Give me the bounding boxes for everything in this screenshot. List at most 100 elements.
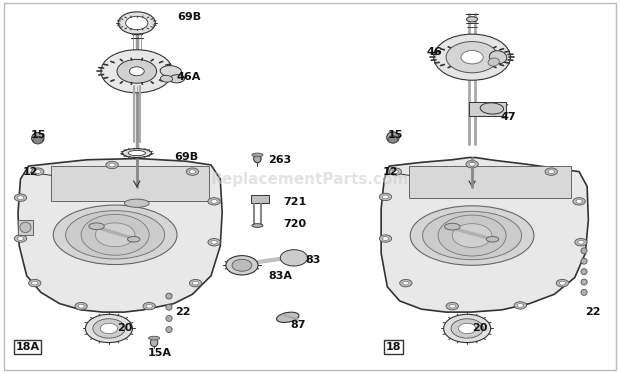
Bar xyxy=(18,220,33,235)
Circle shape xyxy=(35,170,41,173)
Ellipse shape xyxy=(488,58,499,66)
Circle shape xyxy=(118,12,156,34)
Ellipse shape xyxy=(32,133,44,144)
Circle shape xyxy=(578,240,584,244)
Circle shape xyxy=(29,279,41,287)
Ellipse shape xyxy=(410,206,534,265)
Ellipse shape xyxy=(166,327,172,333)
Circle shape xyxy=(78,304,84,308)
Text: 46: 46 xyxy=(427,47,442,57)
Ellipse shape xyxy=(581,279,587,285)
Ellipse shape xyxy=(161,75,172,82)
Bar xyxy=(381,160,595,354)
Ellipse shape xyxy=(581,258,587,264)
Ellipse shape xyxy=(480,103,503,114)
Circle shape xyxy=(458,323,476,334)
Bar xyxy=(251,195,268,203)
Circle shape xyxy=(446,41,498,73)
Circle shape xyxy=(14,194,27,201)
Circle shape xyxy=(86,314,133,342)
Circle shape xyxy=(280,250,308,266)
Circle shape xyxy=(517,304,523,307)
Circle shape xyxy=(575,238,587,246)
Ellipse shape xyxy=(252,224,263,228)
Circle shape xyxy=(449,304,455,308)
Text: 83A: 83A xyxy=(268,272,292,282)
Circle shape xyxy=(117,59,157,83)
Circle shape xyxy=(208,238,220,246)
Circle shape xyxy=(17,196,24,200)
Text: 69B: 69B xyxy=(177,12,201,22)
Text: 15: 15 xyxy=(30,130,46,140)
Circle shape xyxy=(545,168,557,175)
Text: 20: 20 xyxy=(472,323,487,333)
Circle shape xyxy=(389,168,402,175)
Text: 263: 263 xyxy=(268,155,292,165)
Circle shape xyxy=(573,198,585,205)
Polygon shape xyxy=(18,159,222,312)
Circle shape xyxy=(130,67,144,76)
Circle shape xyxy=(109,163,115,167)
Ellipse shape xyxy=(581,248,587,254)
Ellipse shape xyxy=(128,236,140,242)
Circle shape xyxy=(514,302,526,309)
Circle shape xyxy=(95,223,135,247)
Circle shape xyxy=(451,319,483,338)
Circle shape xyxy=(392,170,399,173)
Circle shape xyxy=(383,195,389,199)
Circle shape xyxy=(192,281,198,285)
Circle shape xyxy=(379,193,392,201)
Bar xyxy=(409,166,571,198)
Ellipse shape xyxy=(149,336,160,340)
Text: 15A: 15A xyxy=(148,348,172,358)
Text: 15: 15 xyxy=(388,130,403,140)
Text: ReplacementParts.com: ReplacementParts.com xyxy=(211,172,409,186)
Text: 22: 22 xyxy=(585,307,600,317)
Text: 18: 18 xyxy=(386,342,401,352)
Ellipse shape xyxy=(20,222,31,233)
Circle shape xyxy=(189,170,195,173)
Circle shape xyxy=(469,162,475,166)
Circle shape xyxy=(379,235,392,242)
Ellipse shape xyxy=(581,289,587,295)
Circle shape xyxy=(146,304,153,308)
Circle shape xyxy=(232,259,252,271)
Circle shape xyxy=(211,240,217,244)
Bar xyxy=(51,166,209,201)
Circle shape xyxy=(93,319,125,338)
Circle shape xyxy=(434,34,510,80)
Circle shape xyxy=(81,214,149,255)
Ellipse shape xyxy=(486,236,498,242)
Ellipse shape xyxy=(489,51,507,64)
Circle shape xyxy=(208,198,220,205)
Circle shape xyxy=(403,281,409,285)
Ellipse shape xyxy=(388,136,397,143)
Circle shape xyxy=(14,235,27,242)
Circle shape xyxy=(452,224,492,247)
Text: 69B: 69B xyxy=(174,152,198,162)
Circle shape xyxy=(126,16,148,30)
Text: 18A: 18A xyxy=(16,342,40,352)
Ellipse shape xyxy=(89,223,104,230)
Ellipse shape xyxy=(160,66,182,77)
Text: 22: 22 xyxy=(175,307,190,317)
Circle shape xyxy=(75,303,87,310)
Ellipse shape xyxy=(166,304,172,310)
Circle shape xyxy=(400,279,412,287)
Text: 87: 87 xyxy=(290,320,306,330)
Ellipse shape xyxy=(252,153,263,157)
Text: 12: 12 xyxy=(383,167,399,178)
Ellipse shape xyxy=(254,154,261,163)
Ellipse shape xyxy=(277,312,299,323)
Circle shape xyxy=(576,200,582,203)
Ellipse shape xyxy=(387,132,399,143)
Ellipse shape xyxy=(169,75,185,83)
Text: 720: 720 xyxy=(283,219,306,229)
Circle shape xyxy=(438,215,506,256)
Circle shape xyxy=(383,236,389,240)
Polygon shape xyxy=(381,157,588,312)
Text: 20: 20 xyxy=(117,323,132,333)
Text: 47: 47 xyxy=(500,112,516,122)
Text: 721: 721 xyxy=(283,197,306,207)
Ellipse shape xyxy=(122,148,152,157)
